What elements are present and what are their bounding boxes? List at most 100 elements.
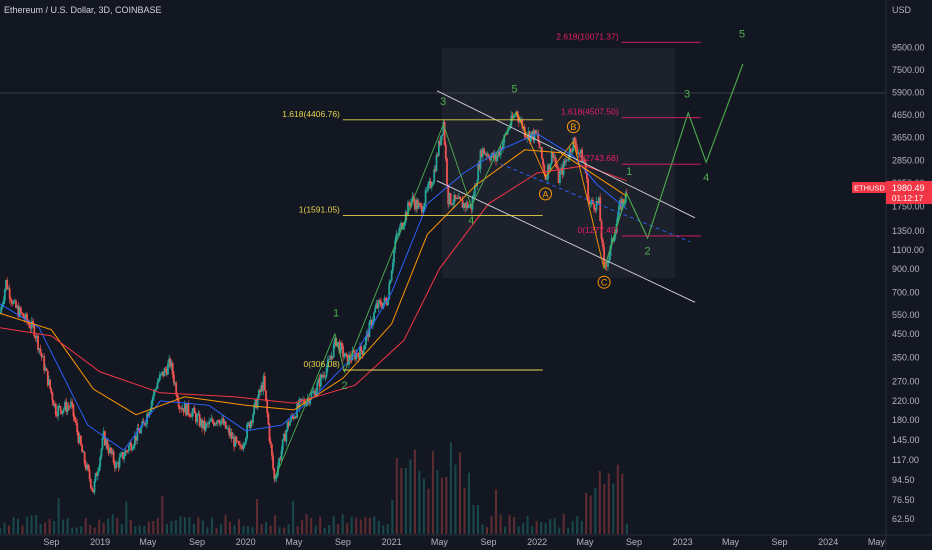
candle-body <box>421 206 423 213</box>
candle-body <box>34 336 37 339</box>
candle-body <box>181 408 184 410</box>
candle-body <box>268 424 271 441</box>
volume-bar <box>508 515 511 534</box>
candle-body <box>417 203 420 209</box>
volume-bar <box>102 523 105 534</box>
candle-body <box>68 406 71 408</box>
candle-body <box>566 159 569 161</box>
descending-channel <box>436 90 696 303</box>
volume-bar <box>418 470 421 534</box>
candle-body <box>430 185 433 188</box>
candle-body <box>584 162 587 174</box>
price-badge-countdown: 01:12:17 <box>892 194 924 203</box>
volume-bar <box>472 505 475 534</box>
candle-body <box>343 356 346 358</box>
volume-bar <box>201 520 204 534</box>
time-tick-label: Sep <box>43 537 59 547</box>
candle-body <box>396 233 399 235</box>
candle-body <box>170 363 173 367</box>
candle-body <box>135 435 137 441</box>
candle-body <box>290 415 292 422</box>
price-tick-label: 62.50 <box>892 514 915 524</box>
candle-body <box>613 237 615 242</box>
price-tick-label: 270.00 <box>892 377 920 387</box>
candle-body <box>595 201 598 211</box>
volume-bar <box>66 518 69 534</box>
volume-bar <box>301 519 304 534</box>
volume-bar <box>440 477 443 534</box>
candle-body <box>616 216 619 224</box>
candle-body <box>401 223 404 230</box>
candle-body <box>594 209 597 211</box>
candle-body <box>390 271 393 281</box>
candle-body <box>547 164 549 180</box>
candle-body <box>330 355 333 359</box>
candle-body <box>122 452 124 459</box>
candle-body <box>10 298 12 302</box>
time-tick-label: 2022 <box>527 537 547 547</box>
candle-body <box>462 203 465 208</box>
candle-body <box>605 265 608 267</box>
candle-body <box>104 431 106 446</box>
candle-body <box>187 403 190 414</box>
candle-body <box>183 403 186 413</box>
volume-bar <box>395 458 398 534</box>
candle-body <box>391 262 394 272</box>
candle-body <box>173 374 175 384</box>
candle-body <box>332 344 335 358</box>
volume-bar <box>44 522 47 534</box>
candle-body <box>520 120 523 121</box>
candle-body <box>549 163 552 170</box>
candle-body <box>466 202 469 208</box>
chart-title: Ethereum / U.S. Dollar, 3D, COINBASE <box>4 5 162 15</box>
candle-body <box>363 345 366 350</box>
volume-bar <box>220 524 222 534</box>
candle-body <box>95 473 98 477</box>
candle-body <box>237 441 240 445</box>
volume-bar <box>120 524 123 534</box>
candle-body <box>367 331 370 338</box>
time-tick-label: 2020 <box>236 537 256 547</box>
candle-body <box>71 401 74 405</box>
volume-bar <box>53 521 56 534</box>
price-tick-label: 7500.00 <box>892 65 925 75</box>
candle-body <box>232 436 234 439</box>
candle-body <box>621 199 624 210</box>
candle-body <box>59 406 62 411</box>
price-tick-label: 180.00 <box>892 415 920 425</box>
candle-body <box>586 173 588 179</box>
price-tick-label: 450.00 <box>892 329 920 339</box>
candle-body <box>169 358 172 367</box>
candle-body <box>158 374 161 381</box>
candle-body <box>191 411 194 417</box>
candle-body <box>99 456 102 467</box>
price-axis[interactable]: 62.50 76.50 94.50 117.00 145.00 180.00 220.00 2… <box>892 43 925 524</box>
candle-body <box>557 167 560 183</box>
candle-body <box>458 196 460 199</box>
candle-body <box>18 307 21 317</box>
wave-labels: 1 2 3 4 5 1 2 3 4 5 A B C <box>333 29 745 393</box>
candle-body <box>486 154 489 156</box>
candle-body <box>495 154 497 161</box>
candle-body <box>155 388 158 390</box>
candle-body <box>134 435 136 446</box>
candle-body <box>116 462 119 464</box>
candle-body <box>555 162 558 168</box>
candle-body <box>45 368 48 371</box>
volume-bar <box>535 521 538 534</box>
candle-body <box>484 153 487 155</box>
time-axis[interactable]: Sep 2019 May Sep 2020 May Sep 2021 May Sep 2022 May… <box>43 537 885 547</box>
candle-body <box>160 373 162 375</box>
candle-body <box>561 167 564 175</box>
candle-body <box>369 320 372 323</box>
candle-body <box>132 445 135 449</box>
candle-body <box>196 415 198 422</box>
candle-body <box>149 408 152 412</box>
candle-body <box>216 420 219 424</box>
candle-body <box>43 356 46 371</box>
candle-body <box>22 313 25 318</box>
candle-body <box>280 450 283 460</box>
candle-body <box>351 350 354 361</box>
candle-body <box>77 432 80 443</box>
